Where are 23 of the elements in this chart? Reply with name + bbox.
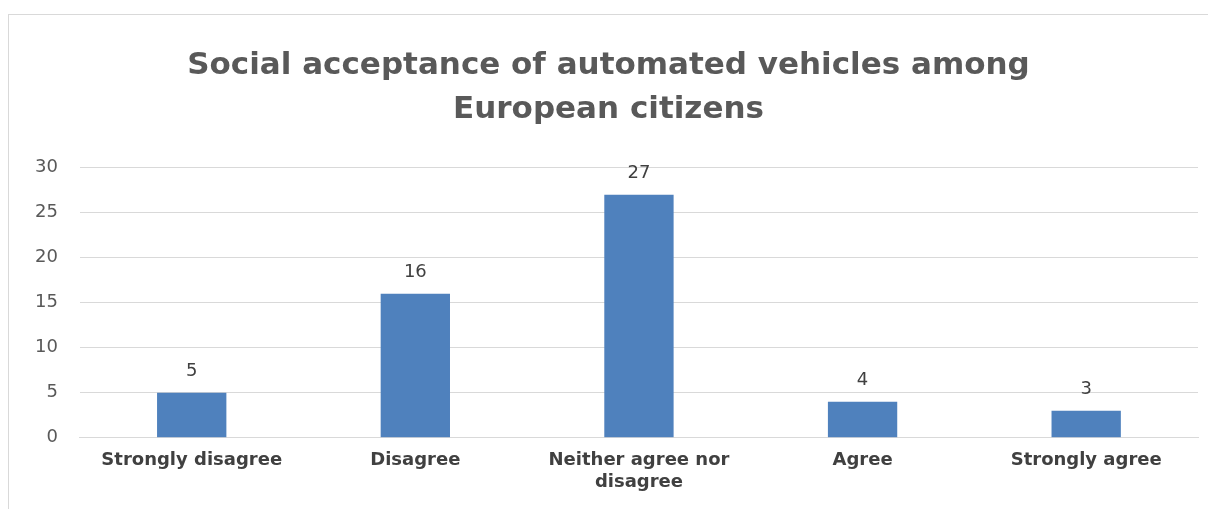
x-tick-label: Disagree <box>370 448 461 470</box>
y-tick-label: 30 <box>35 155 58 177</box>
chart-title: Social acceptance of automated vehicles among European citizens <box>186 44 1031 127</box>
bar <box>827 401 898 438</box>
bar <box>1051 410 1121 438</box>
data-label: 16 <box>403 260 427 282</box>
y-tick-label: 15 <box>35 290 58 312</box>
data-label: 27 <box>627 161 651 183</box>
bar <box>157 392 227 438</box>
y-tick-label: 10 <box>35 335 58 357</box>
y-tick-label: 0 <box>46 425 58 447</box>
data-label: 5 <box>185 359 198 381</box>
x-tick-label: Strongly agree <box>1010 448 1162 470</box>
x-tick-label: Neither agree nor disagree <box>548 448 730 491</box>
x-tick-label: Agree <box>832 448 893 470</box>
y-tick-label: 20 <box>35 245 58 267</box>
y-tick-label: 5 <box>46 380 58 402</box>
bar <box>380 293 450 438</box>
y-tick-label: 25 <box>35 200 58 222</box>
x-tick-label: Strongly disagree <box>101 448 283 470</box>
data-label: 4 <box>856 368 869 390</box>
bar <box>604 194 674 438</box>
data-label: 3 <box>1080 377 1092 399</box>
